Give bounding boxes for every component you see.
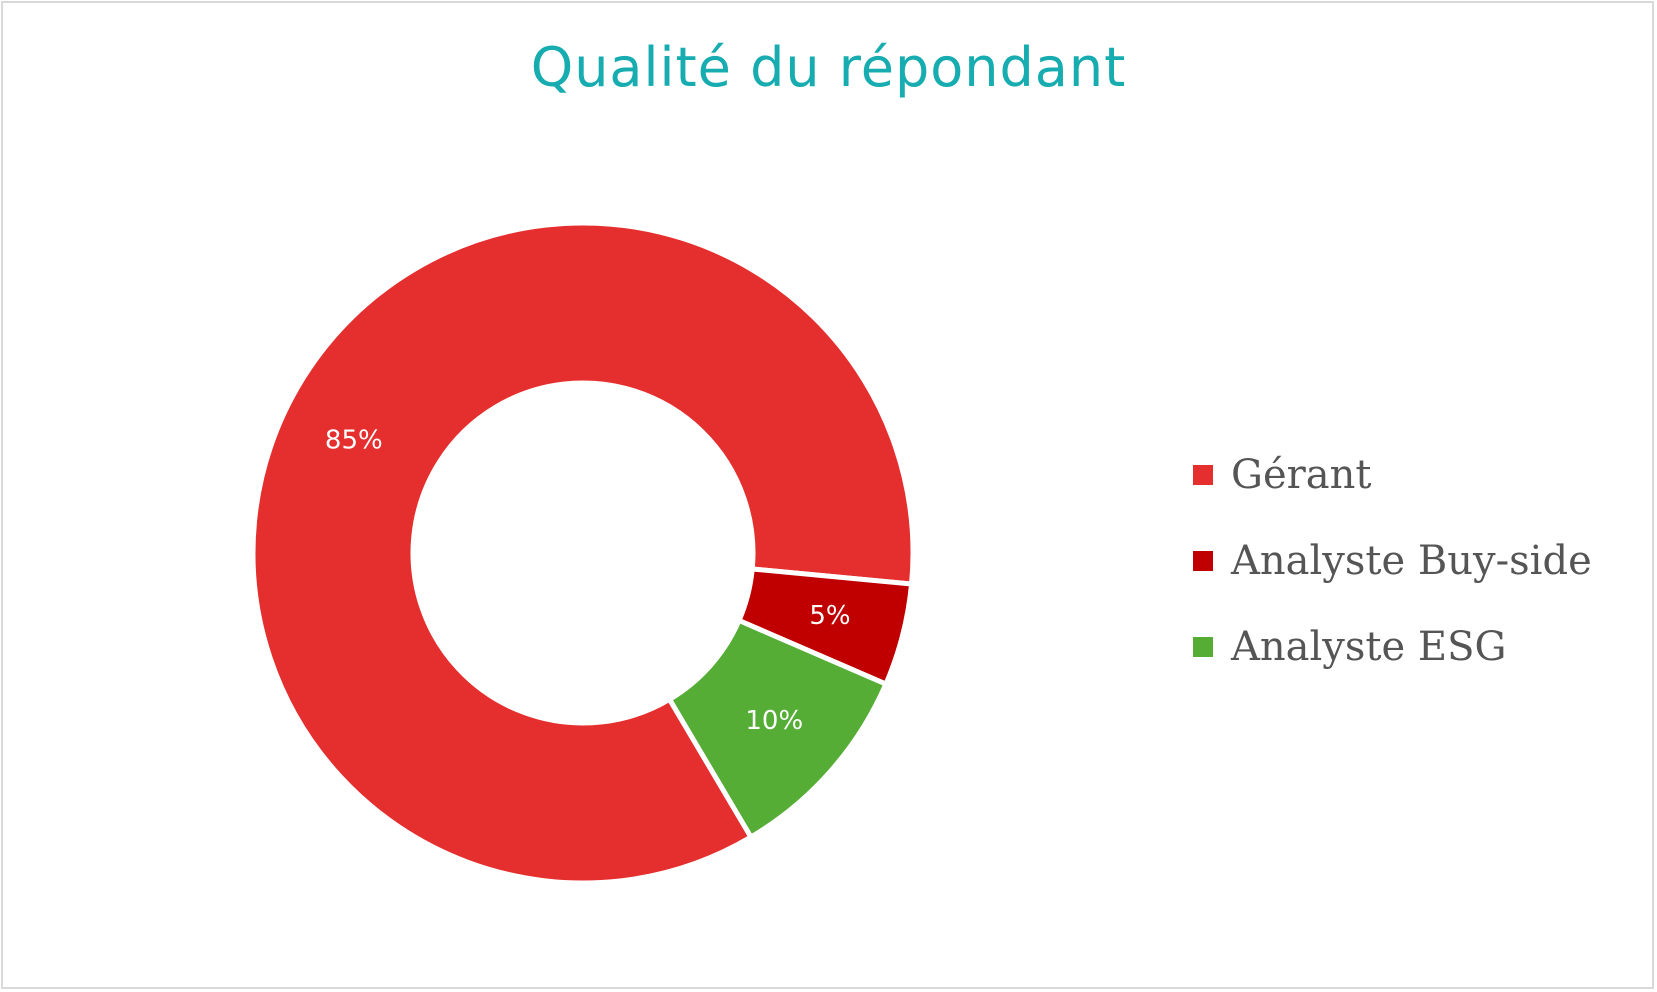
slice-analyste-esg [666,617,890,841]
donut-slices [250,220,916,886]
legend-label-analyste-esg: Analyste ESG [1231,624,1507,670]
chart-title: Qualité du répondant [530,36,1127,99]
legend-swatch-analyste-buy-side [1193,551,1213,571]
slice-label-analyste-esg: 10% [745,706,803,736]
legend-swatch-analyste-esg [1193,637,1213,657]
legend-swatch-gerant [1193,465,1213,485]
legend: Gérant Analyste Buy-side Analyste ESG [1193,432,1592,690]
legend-item-analyste-buy-side: Analyste Buy-side [1193,518,1592,604]
slice-gerant [250,220,916,886]
legend-label-analyste-buy-side: Analyste Buy-side [1231,538,1592,584]
legend-label-gerant: Gérant [1231,452,1372,498]
slice-label-gerant: 85% [325,426,383,456]
legend-item-analyste-esg: Analyste ESG [1193,604,1592,690]
slice-label-analyste-buy-side: 5% [809,601,850,631]
legend-item-gerant: Gérant [1193,432,1592,518]
donut-labels: 85% 5% 10% [325,426,851,736]
